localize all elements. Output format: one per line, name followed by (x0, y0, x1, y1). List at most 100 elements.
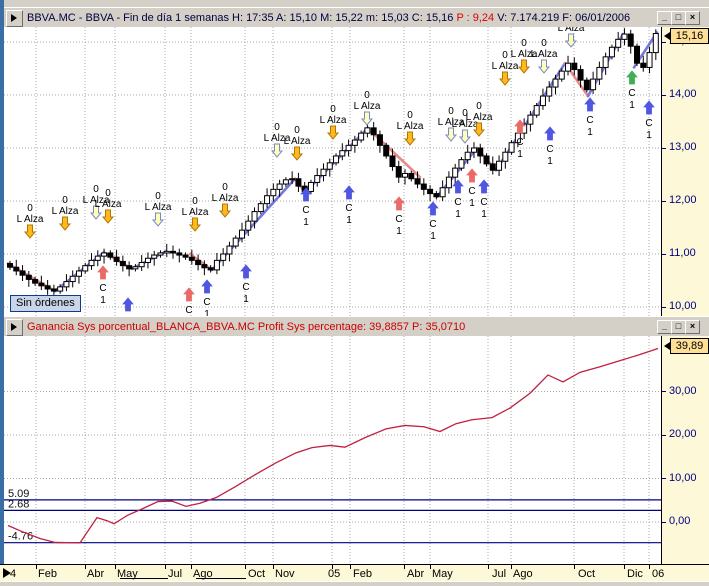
sell-stop-arrow-gold-icon (23, 224, 37, 239)
candle-down (13, 266, 20, 272)
candle-down (414, 178, 421, 185)
candle-up (502, 151, 509, 162)
x-axis-label-jul: Jul (492, 568, 507, 580)
candle-up (101, 252, 108, 257)
lalza-label: L Alza (264, 133, 291, 144)
lalza-zero-label: 0 (274, 122, 280, 133)
lalza-zero-label: 0 (294, 125, 300, 136)
candle-down (433, 193, 440, 198)
candle-up (63, 281, 70, 288)
reference-line-label: 5.09 (8, 488, 29, 500)
candle-up (257, 203, 264, 213)
candle-up (320, 168, 327, 177)
minimize-button[interactable]: _ (657, 11, 672, 25)
profit-panel-titlebar[interactable]: Ganancia Sys porcentual_BLANCA_BBVA.MC P… (4, 316, 709, 338)
expand-arrow-icon (11, 14, 17, 22)
candle-up (245, 220, 252, 231)
candle-down (370, 127, 377, 136)
candle-down (408, 172, 415, 180)
last-price-value: 15,16 (675, 30, 704, 42)
candle-down (38, 282, 45, 287)
candle-down (427, 188, 434, 195)
signal-c-label: C (645, 118, 652, 129)
candle-up (546, 86, 553, 97)
sell-stop-arrow-pale-icon (458, 129, 472, 144)
profit-chart-svg[interactable]: 5.092.68 -4.76 (4, 336, 661, 564)
x-axis-label-may: May (117, 568, 138, 580)
candle-up (527, 114, 534, 125)
candle-up (132, 266, 139, 270)
candle-up (496, 160, 503, 171)
buy-signal-arrow-red-icon (97, 265, 109, 280)
candle-up (75, 270, 82, 277)
signal-c-label: C (185, 305, 192, 316)
sell-stop-arrow-gold-icon (472, 122, 486, 137)
lalza-zero-label: 0 (62, 195, 68, 206)
candle-up (402, 172, 409, 178)
buy-signal-arrow-blue-icon (643, 100, 655, 115)
candle-down (376, 134, 383, 146)
candle-down (295, 178, 302, 187)
candle-up (69, 275, 76, 283)
candle-up (226, 245, 233, 255)
maximize-button[interactable]: □ (671, 11, 686, 25)
signal-c-label: C (516, 137, 523, 148)
candle-up (552, 78, 559, 88)
candle-up (364, 127, 371, 134)
time-axis[interactable]: 4 Feb Abr May Jul Ago Oct Nov 05 Feb Abr May Jul Ago O… (0, 564, 709, 582)
reference-line-label: 2.68 (8, 498, 29, 510)
candle-up (439, 187, 446, 198)
candle-up (82, 265, 89, 272)
signal-1-label: 1 (481, 209, 487, 220)
close-button[interactable]: × (685, 11, 700, 25)
x-tick (191, 565, 192, 569)
y-tick (662, 200, 666, 202)
candle-up (339, 150, 346, 157)
maximize-icon: □ (675, 12, 682, 22)
candle-up (213, 259, 220, 271)
minimize-button-2[interactable]: _ (657, 320, 672, 334)
x-tick (511, 565, 512, 569)
reference-line-label: -4.76 (8, 531, 33, 543)
candle-down (201, 264, 208, 269)
lalza-zero-label: 0 (27, 203, 33, 214)
candle-down (577, 69, 584, 81)
x-tick (404, 565, 405, 569)
buy-signal-arrow-blue-icon (300, 187, 312, 202)
window-bottom-strip (0, 581, 709, 586)
sell-stop-arrow-gold-icon (290, 146, 304, 161)
signal-c-label: C (468, 186, 475, 197)
percent-axis[interactable]: 30,00 20,00 10,00 0,00 39,89 (661, 336, 709, 564)
lalza-label: L Alza (466, 112, 493, 123)
panel-expand-button[interactable] (6, 10, 23, 27)
maximize-button-2[interactable]: □ (671, 320, 686, 334)
x-tick (245, 565, 246, 569)
y-tick (662, 306, 666, 308)
candle-up (565, 62, 572, 72)
x-axis-label-may: May (432, 568, 453, 580)
x-tick (574, 565, 575, 569)
profit-plot-area[interactable]: 5.09 2.68 -4.76 (4, 336, 661, 564)
candle-up (508, 142, 515, 153)
candle-down (126, 265, 133, 270)
close-button-2[interactable]: × (685, 320, 700, 334)
signal-1-label: 1 (100, 295, 106, 306)
candle-down (44, 285, 51, 290)
candle-up (608, 46, 615, 58)
lalza-zero-label: 0 (330, 104, 336, 115)
candle-down (571, 62, 578, 71)
signal-c-label: C (99, 283, 106, 294)
price-panel-titlebar[interactable]: BBVA.MC - BBVA - Fin de día 1 semanas H:… (4, 7, 709, 29)
candle-down (634, 45, 640, 64)
panel-expand-button-2[interactable] (6, 319, 23, 336)
scroll-right-icon[interactable] (3, 568, 11, 578)
candle-down (25, 274, 32, 280)
minimize-icon-2: _ (661, 321, 667, 331)
candle-down (195, 259, 202, 266)
candle-down (32, 278, 39, 284)
buy-signal-arrow-red-icon (514, 119, 526, 134)
y-tick-label: 14,00 (669, 88, 697, 100)
